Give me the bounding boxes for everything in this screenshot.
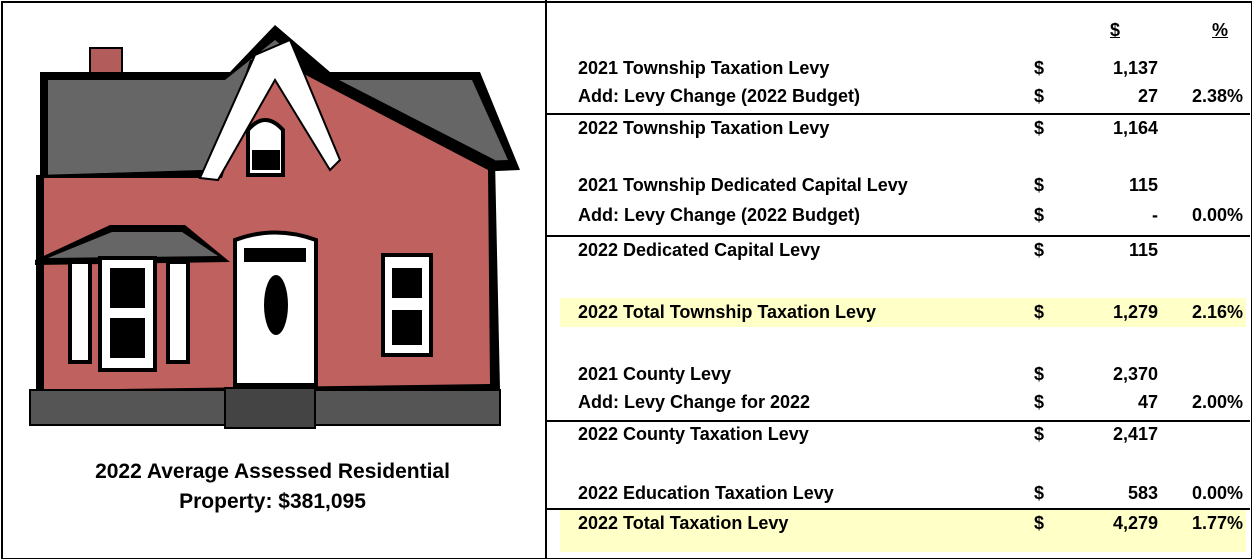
row-currency: $ xyxy=(1034,239,1044,261)
row-percent: 1.77% xyxy=(1192,512,1243,534)
row-percent: 2.00% xyxy=(1192,391,1243,413)
header-currency: $ xyxy=(1110,19,1120,41)
row-currency: $ xyxy=(1034,512,1044,534)
row-label: Add: Levy Change for 2022 xyxy=(578,391,810,413)
row-currency: $ xyxy=(1034,85,1044,107)
row-amount: 2,370 xyxy=(1113,363,1158,385)
row-label: Add: Levy Change (2022 Budget) xyxy=(578,204,860,226)
row-percent: 2.38% xyxy=(1192,85,1243,107)
row-amount: - xyxy=(1152,204,1158,226)
row-currency: $ xyxy=(1034,363,1044,385)
row-amount: 47 xyxy=(1138,391,1158,413)
row-currency: $ xyxy=(1034,57,1044,79)
row-amount: 1,164 xyxy=(1113,117,1158,139)
row-label: 2022 Dedicated Capital Levy xyxy=(578,239,820,261)
header-percent: % xyxy=(1212,19,1228,41)
row-rule xyxy=(547,508,1250,510)
row-amount: 1,137 xyxy=(1113,57,1158,79)
row-currency: $ xyxy=(1034,204,1044,226)
row-currency: $ xyxy=(1034,423,1044,445)
row-currency: $ xyxy=(1034,391,1044,413)
row-amount: 4,279 xyxy=(1113,512,1158,534)
page: 2022 Average Assessed Residential Proper… xyxy=(0,0,1252,559)
house-illustration xyxy=(0,0,545,440)
row-label: 2021 Township Dedicated Capital Levy xyxy=(578,174,908,196)
row-amount: 1,279 xyxy=(1113,301,1158,323)
row-label: 2022 Total Taxation Levy xyxy=(578,512,788,534)
row-amount: 27 xyxy=(1138,85,1158,107)
row-label: 2022 Total Township Taxation Levy xyxy=(578,301,876,323)
row-label: 2022 County Taxation Levy xyxy=(578,423,809,445)
row-percent: 0.00% xyxy=(1192,204,1243,226)
row-rule xyxy=(547,420,1250,422)
row-amount: 583 xyxy=(1128,482,1158,504)
caption-line: Property: $381,095 xyxy=(0,490,545,514)
row-percent: 0.00% xyxy=(1192,482,1243,504)
row-currency: $ xyxy=(1034,117,1044,139)
row-label: Add: Levy Change (2022 Budget) xyxy=(578,85,860,107)
divider xyxy=(545,0,547,559)
row-label: 2021 County Levy xyxy=(578,363,731,385)
row-currency: $ xyxy=(1034,482,1044,504)
row-currency: $ xyxy=(1034,301,1044,323)
row-label: 2022 Township Taxation Levy xyxy=(578,117,829,139)
row-amount: 115 xyxy=(1129,239,1158,261)
row-percent: 2.16% xyxy=(1192,301,1243,323)
row-rule xyxy=(547,113,1250,115)
row-label: 2021 Township Taxation Levy xyxy=(578,57,829,79)
row-label: 2022 Education Taxation Levy xyxy=(578,482,834,504)
row-amount: 115 xyxy=(1129,174,1158,196)
row-amount: 2,417 xyxy=(1113,423,1158,445)
row-currency: $ xyxy=(1034,174,1044,196)
row-rule xyxy=(547,235,1250,237)
caption-line: 2022 Average Assessed Residential xyxy=(0,460,545,484)
